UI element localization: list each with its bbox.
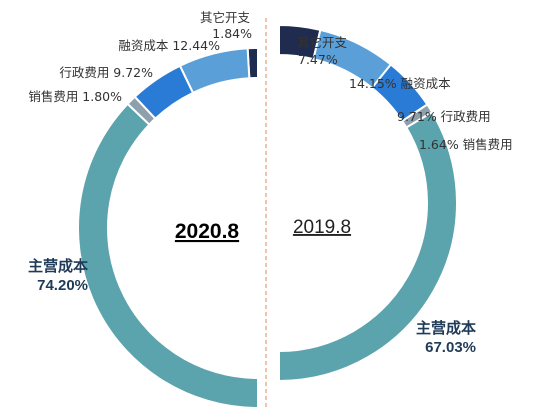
left-label-other-pct: 1.84%	[212, 26, 252, 41]
left-label-finance: 融资成本 12.44%	[118, 38, 220, 53]
y2020-slice-finance-cost	[178, 47, 251, 95]
left-label-sales: 销售费用 1.80%	[28, 89, 122, 104]
right-label-finance: 14.15% 融资成本	[349, 76, 451, 91]
y2019-slice-main-cost	[278, 110, 458, 383]
center-title-2019-8: 2019.8	[293, 217, 351, 238]
right-label-main-pct: 67.03%	[425, 339, 476, 356]
left-label-main-pct: 74.20%	[37, 277, 88, 294]
left-label-admin: 行政费用 9.72%	[59, 65, 153, 80]
right-label-main-name: 主营成本	[416, 319, 476, 337]
right-label-admin: 9.71% 行政费用	[397, 109, 491, 124]
donut-2019-8	[278, 23, 458, 383]
y2020-slice-admin-expense	[133, 64, 195, 121]
right-label-other-name: 其它开支	[297, 35, 348, 50]
left-label-other-name: 其它开支	[200, 10, 251, 25]
right-label-sales: 1.64% 销售费用	[419, 137, 513, 152]
donut-2020-8	[77, 46, 259, 410]
right-label-other-pct: 7.47%	[298, 52, 338, 67]
left-label-main-name: 主营成本	[28, 257, 88, 275]
center-title-2020-8: 2020.8	[175, 220, 240, 243]
y2020-slice-main-cost	[77, 102, 259, 410]
